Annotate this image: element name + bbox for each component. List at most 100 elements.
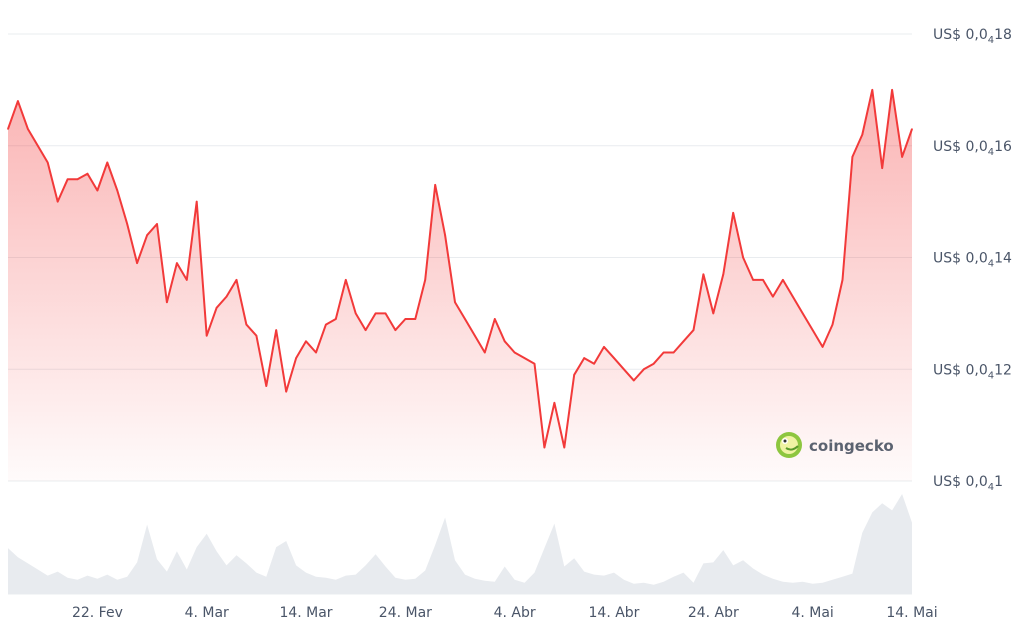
price-point	[434, 184, 436, 186]
price-point	[76, 178, 79, 181]
price-point	[603, 346, 605, 348]
price-point	[583, 357, 585, 359]
price-point	[424, 279, 427, 281]
price-point	[86, 172, 89, 175]
x-tick-label: 22. Fev	[72, 605, 123, 621]
price-point	[96, 189, 99, 192]
price-point	[831, 323, 834, 326]
price-point	[146, 234, 148, 236]
price-point	[195, 200, 198, 203]
y-tick-label: US$ 0,0416	[933, 139, 1012, 158]
price-point	[344, 279, 347, 281]
price-point	[394, 329, 397, 331]
volume-bars	[8, 494, 912, 594]
coingecko-watermark: coingecko	[776, 432, 894, 458]
price-point	[235, 279, 238, 281]
price-point	[116, 189, 119, 192]
x-tick-label: 4. Mai	[791, 605, 833, 621]
price-points	[7, 89, 913, 449]
x-tick-label: 14. Abr	[589, 605, 640, 621]
price-point	[384, 312, 387, 315]
price-point	[523, 357, 526, 359]
price-point	[364, 329, 367, 331]
price-point	[543, 446, 546, 449]
price-point	[791, 295, 794, 298]
price-point	[444, 234, 446, 236]
price-point	[17, 100, 19, 102]
price-point	[285, 390, 287, 393]
price-point	[484, 351, 486, 354]
price-point	[513, 351, 516, 354]
x-tick-label: 14. Mai	[886, 605, 937, 621]
price-point	[782, 279, 784, 281]
price-point	[46, 161, 49, 164]
price-point	[573, 374, 576, 376]
price-point	[752, 279, 754, 281]
price-point	[335, 318, 337, 320]
price-point	[702, 273, 705, 276]
price-point	[911, 128, 913, 130]
price-point	[493, 318, 496, 320]
x-tick-label: 4. Abr	[494, 605, 536, 621]
price-point	[533, 362, 536, 365]
price-point	[325, 323, 327, 326]
y-tick-label: US$ 0,0414	[933, 251, 1012, 270]
price-point	[633, 379, 635, 382]
volume-area	[8, 494, 912, 594]
x-tick-label: 24. Abr	[688, 605, 739, 621]
y-axis-labels: US$ 0,0418 US$ 0,0416 US$ 0,0414 US$ 0,0412…	[933, 27, 1012, 493]
price-point	[255, 334, 258, 337]
price-point	[166, 301, 168, 304]
price-point	[315, 351, 317, 354]
price-point	[265, 385, 268, 387]
price-point	[56, 200, 59, 203]
y-tick-label: US$ 0,041	[933, 474, 1003, 493]
price-line	[7, 88, 913, 449]
price-point	[742, 256, 744, 259]
price-point	[772, 295, 774, 298]
price-point	[245, 323, 248, 326]
price-point	[642, 368, 645, 371]
price-point	[404, 318, 407, 320]
price-point	[662, 351, 665, 354]
price-point	[474, 334, 476, 337]
price-point	[712, 312, 715, 315]
price-area-fill	[8, 89, 912, 482]
price-point	[225, 295, 228, 298]
price-point	[623, 368, 625, 371]
price-point	[553, 401, 556, 404]
price-point	[374, 312, 377, 315]
price-point	[891, 89, 893, 91]
price-point	[205, 334, 208, 337]
price-point	[156, 223, 158, 225]
price-point	[692, 329, 695, 331]
price-point	[901, 156, 903, 158]
price-point	[414, 318, 417, 320]
price-point	[37, 144, 39, 147]
price-point	[851, 156, 854, 158]
x-tick-label: 4. Mar	[185, 605, 229, 621]
price-point	[722, 273, 725, 276]
price-point	[672, 351, 675, 354]
price-point	[66, 178, 69, 181]
price-point	[503, 340, 506, 343]
y-tick-label: US$ 0,0412	[933, 362, 1012, 381]
price-point	[821, 346, 824, 348]
x-axis-labels: 22. Fev 4. Mar 14. Mar 24. Mar 4. Abr 14. Abr…	[72, 605, 938, 621]
price-point	[215, 306, 218, 309]
coingecko-gecko-icon	[776, 432, 802, 458]
price-point	[563, 446, 566, 449]
price-point	[762, 279, 764, 281]
price-point	[126, 223, 129, 225]
coingecko-wordmark: coingecko	[809, 437, 894, 455]
price-point	[186, 279, 188, 281]
price-point	[136, 262, 138, 264]
price-point	[176, 262, 178, 264]
price-point	[106, 161, 109, 164]
price-point	[27, 128, 29, 130]
price-point	[732, 212, 734, 214]
price-point	[871, 89, 874, 91]
price-point	[841, 279, 844, 281]
price-point	[464, 318, 466, 320]
